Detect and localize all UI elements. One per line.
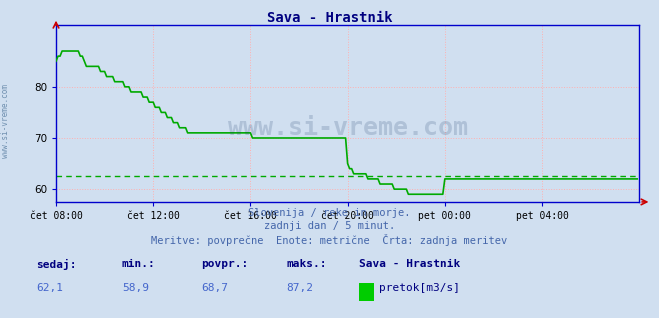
Text: min.:: min.: xyxy=(122,259,156,269)
Text: Meritve: povprečne  Enote: metrične  Črta: zadnja meritev: Meritve: povprečne Enote: metrične Črta:… xyxy=(152,234,507,246)
Text: 68,7: 68,7 xyxy=(201,283,228,293)
Text: zadnji dan / 5 minut.: zadnji dan / 5 minut. xyxy=(264,221,395,231)
Text: Slovenija / reke in morje.: Slovenija / reke in morje. xyxy=(248,208,411,218)
Text: pretok[m3/s]: pretok[m3/s] xyxy=(379,283,460,293)
Text: www.si-vreme.com: www.si-vreme.com xyxy=(227,116,468,140)
Text: sedaj:: sedaj: xyxy=(36,259,76,270)
Text: 62,1: 62,1 xyxy=(36,283,63,293)
Text: 87,2: 87,2 xyxy=(287,283,314,293)
Text: Sava - Hrastnik: Sava - Hrastnik xyxy=(359,259,461,269)
Text: povpr.:: povpr.: xyxy=(201,259,248,269)
Text: maks.:: maks.: xyxy=(287,259,327,269)
Text: 58,9: 58,9 xyxy=(122,283,149,293)
Text: www.si-vreme.com: www.si-vreme.com xyxy=(1,84,10,158)
Text: Sava - Hrastnik: Sava - Hrastnik xyxy=(267,11,392,25)
